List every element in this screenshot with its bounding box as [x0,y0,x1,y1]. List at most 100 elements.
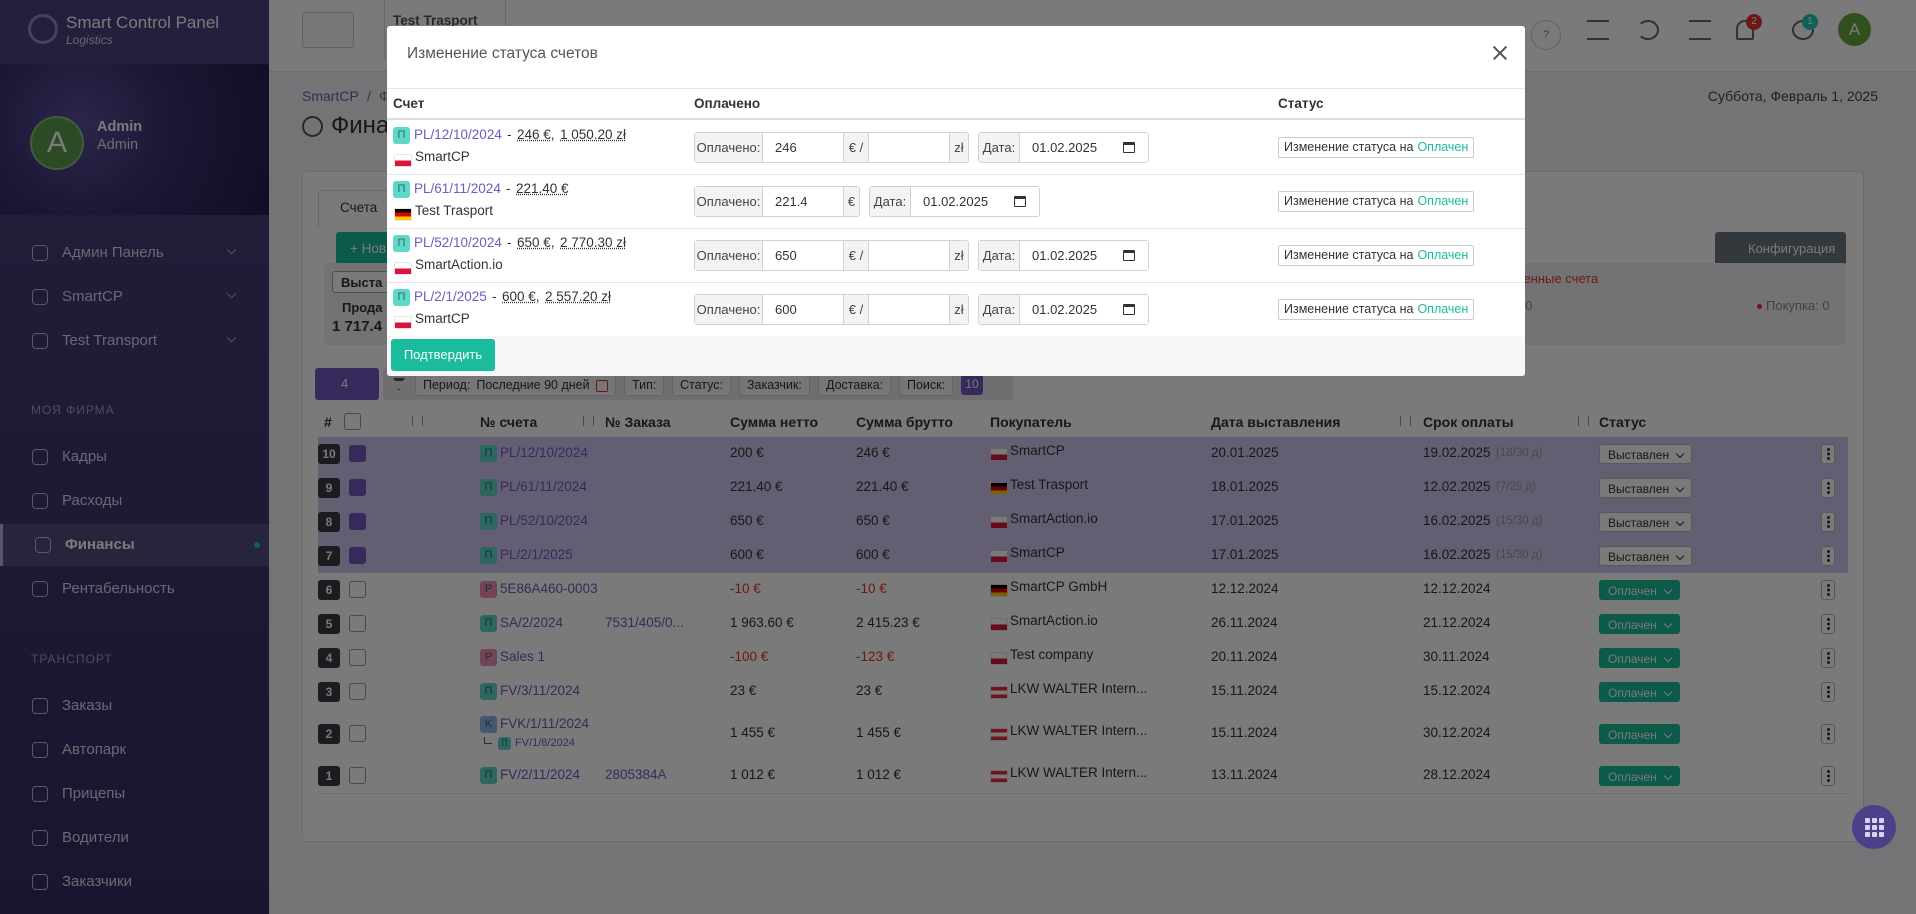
date-group: Дата: 01.02.2025 [978,240,1149,271]
paid-group: Оплачено: 246 € / zł [694,132,969,163]
apps-dot [1865,818,1870,823]
status-prefix: Изменение статуса на [1284,302,1414,316]
date-group: Дата: 01.02.2025 [978,132,1149,163]
paid-input[interactable] [868,133,950,162]
currency: € [844,187,859,216]
date-label: Дата: [979,133,1019,162]
apps-dot [1879,825,1884,830]
net-amount: 600 €, [502,289,540,304]
modal-title: Изменение статуса счетов [407,45,598,62]
paid-group: Оплачено: 221.4 € [694,186,860,217]
date-group: Дата: 01.02.2025 [978,294,1149,325]
paid-input[interactable]: 221.4 [762,187,844,216]
buyer: SmartCP [415,149,470,164]
invoice-link: PL/2/1/2025 [414,289,487,304]
status-value: Оплачен [1417,302,1469,316]
apps-dot [1872,825,1877,830]
modal-row: П PL/12/10/2024-246 €, 1 050.20 zł SmartCP О… [387,120,1525,175]
paid-input[interactable]: 650 [762,241,844,270]
status-modal: Изменение статуса счетов Счет Оплачено Стат… [387,26,1525,376]
flag [395,209,411,220]
date-label: Дата: [870,187,910,216]
status-value: Оплачен [1417,248,1469,262]
date-input[interactable]: 01.02.2025 [910,187,1039,216]
apps-dot [1879,818,1884,823]
column-header: Статус [1278,96,1324,111]
flag [395,155,411,166]
calendar-icon [1014,196,1026,207]
status-prefix: Изменение статуса на [1284,194,1414,208]
type-badge: П [393,289,410,306]
paid-input[interactable]: 600 [762,295,844,324]
paid-label: Оплачено: [695,241,762,270]
status-change: Изменение статуса на Оплачен [1278,137,1475,158]
currency: zł [950,133,968,162]
close-button[interactable] [1490,43,1510,63]
calendar-icon [1123,304,1135,315]
net-amount: 246 €, [517,127,555,142]
apps-dot [1865,832,1870,837]
buyer: Test Trasport [415,203,494,218]
date-label: Дата: [979,295,1019,324]
gross-amount: 2 557.20 zł [545,289,612,304]
date-input[interactable]: 01.02.2025 [1019,241,1148,270]
status-value: Оплачен [1417,140,1469,154]
invoice-link: PL/52/10/2024 [414,235,502,250]
apps-dot [1872,832,1877,837]
type-badge: П [393,127,410,144]
apps-dot [1872,818,1877,823]
calendar-icon [1123,250,1135,261]
currency: € / [844,295,868,324]
invoice-link: PL/61/11/2024 [414,181,501,196]
status-value: Оплачен [1417,194,1469,208]
currency: zł [950,241,968,270]
currency: € / [844,133,868,162]
column-header: Счет [393,96,425,111]
date-input[interactable]: 01.02.2025 [1019,295,1148,324]
flag [395,263,411,274]
confirm-button[interactable]: Подтвердить [391,339,495,371]
status-prefix: Изменение статуса на [1284,248,1414,262]
status-prefix: Изменение статуса на [1284,140,1414,154]
date-group: Дата: 01.02.2025 [869,186,1040,217]
apps-button[interactable] [1852,805,1896,849]
currency: zł [950,295,968,324]
modal-footer [387,336,1525,376]
net-amount: 650 €, [517,235,555,250]
paid-input[interactable] [868,295,950,324]
net-amount: 221.40 € [516,181,569,196]
buyer: SmartAction.io [415,257,503,272]
calendar-icon [1123,142,1135,153]
modal-row: П PL/2/1/2025-600 €, 2 557.20 zł SmartCP Опл… [387,282,1525,337]
column-header: Оплачено [694,96,761,111]
paid-label: Оплачено: [695,295,762,324]
gross-amount: 2 770.30 zł [560,235,627,250]
header-divider [387,118,1525,120]
gross-amount: 1 050.20 zł [560,127,627,142]
currency: € / [844,241,868,270]
buyer: SmartCP [415,311,470,326]
modal-row: П PL/61/11/2024-221.40 € Test Trasport Опла… [387,174,1525,229]
separator: - [492,289,497,304]
status-change: Изменение статуса на Оплачен [1278,191,1475,212]
modal-row: П PL/52/10/2024-650 €, 2 770.30 zł SmartAct… [387,228,1525,283]
date-input[interactable]: 01.02.2025 [1019,133,1148,162]
paid-group: Оплачено: 650 € / zł [694,240,969,271]
status-change: Изменение статуса на Оплачен [1278,245,1475,266]
paid-label: Оплачено: [695,187,762,216]
separator: - [507,127,512,142]
type-badge: П [393,235,410,252]
type-badge: П [393,181,410,198]
separator: - [506,181,511,196]
paid-group: Оплачено: 600 € / zł [694,294,969,325]
modal-divider [387,88,1525,89]
paid-input[interactable] [868,241,950,270]
paid-input[interactable]: 246 [762,133,844,162]
paid-label: Оплачено: [695,133,762,162]
apps-dot [1865,825,1870,830]
apps-dot [1879,832,1884,837]
separator: - [507,235,512,250]
invoice-link: PL/12/10/2024 [414,127,502,142]
flag [395,317,411,328]
